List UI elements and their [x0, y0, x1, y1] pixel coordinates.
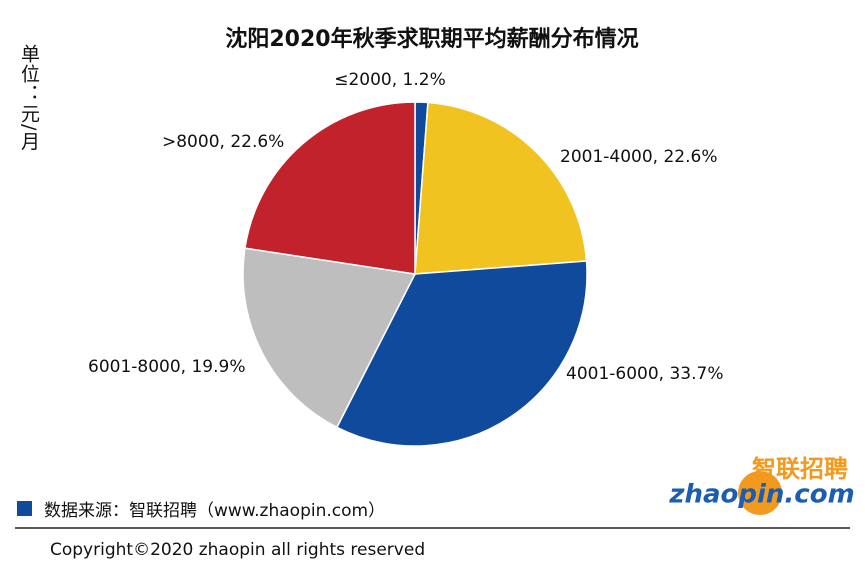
- logo-en: zhaopin.com: [668, 480, 854, 510]
- slice-label: >8000, 22.6%: [162, 132, 284, 152]
- slice-label: 6001-8000, 19.9%: [88, 357, 245, 377]
- source-marker: [17, 501, 32, 516]
- slice-label: 4001-6000, 33.7%: [566, 364, 723, 384]
- footer: Copyright©2020 zhaopin all rights reserv…: [50, 540, 425, 560]
- pie-slice: [335, 260, 588, 447]
- logo-circle: [738, 471, 782, 515]
- pie-slice: [242, 247, 417, 429]
- slice-label: ≤2000, 1.2%: [334, 70, 446, 90]
- logo-cn: 智联招聘: [752, 455, 848, 483]
- slice-label: 2001-4000, 22.6%: [560, 147, 717, 167]
- pie-slice: [244, 101, 416, 275]
- chart-title: 沈阳2020年秋季求职期平均薪酬分布情况: [225, 26, 638, 52]
- source: 数据来源：智联招聘（www.zhaopin.com）: [44, 501, 385, 521]
- unit-label: 单位：元/月: [18, 44, 40, 152]
- pie-slice: [414, 101, 588, 275]
